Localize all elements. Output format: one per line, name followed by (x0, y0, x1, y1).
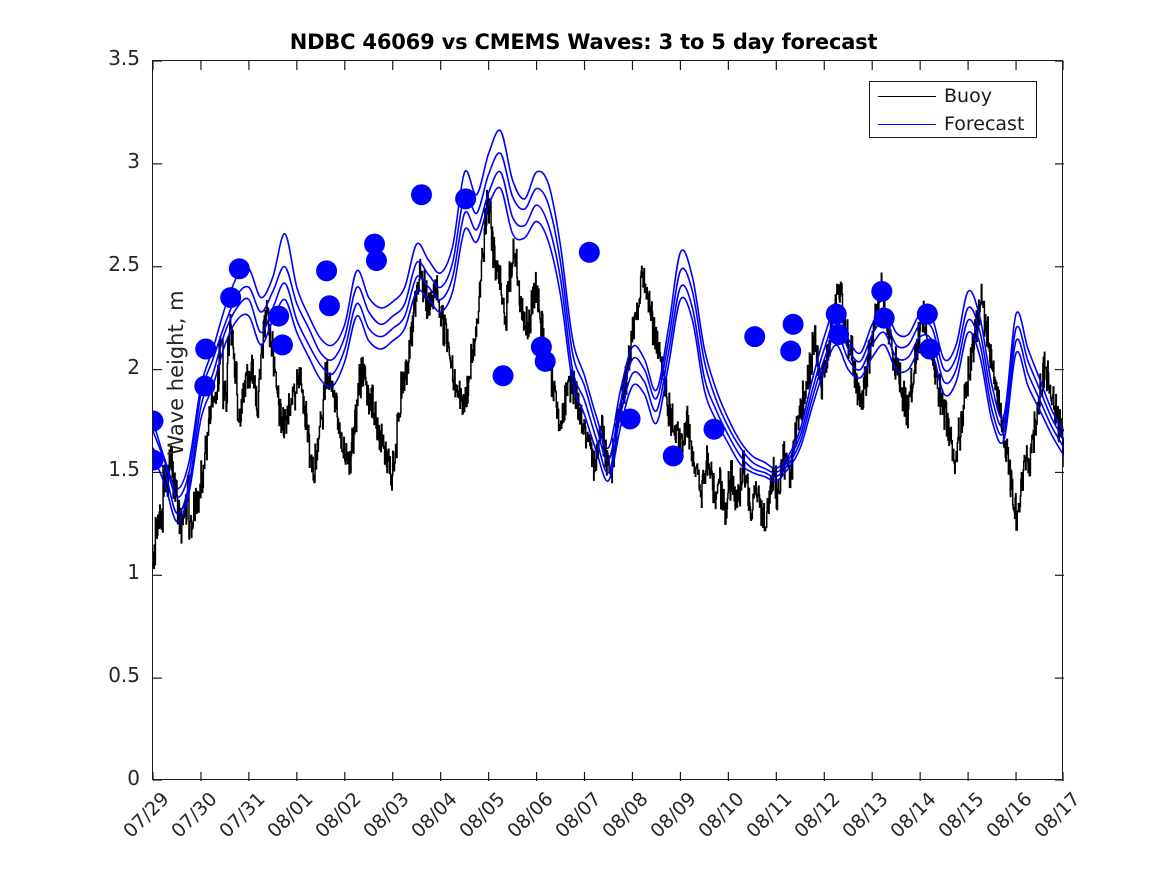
legend-label-buoy: Buoy (944, 84, 992, 107)
y-tick-label: 2 (127, 354, 140, 379)
series-buoy (153, 189, 1064, 569)
y-axis-label: Wave height, m (164, 290, 188, 456)
y-tick-label: 0.5 (108, 663, 140, 688)
y-tick-label: 1.5 (108, 457, 140, 482)
y-tick-label: 3 (127, 148, 140, 173)
legend: Buoy Forecast (869, 81, 1037, 138)
y-tick-label: 3.5 (108, 46, 140, 70)
legend-item-buoy: Buoy (870, 82, 1036, 110)
plot-area: Buoy Forecast Wave height, m (152, 60, 1064, 781)
y-tick-label: 2.5 (108, 251, 140, 276)
y-tick-label: 1 (127, 560, 140, 585)
plot-canvas (153, 61, 1064, 781)
forecast-markers (153, 184, 941, 471)
page-title: NDBC 46069 vs CMEMS Waves: 3 to 5 day fo… (289, 30, 878, 54)
series-forecast (153, 129, 1064, 523)
legend-line-icon-buoy (878, 95, 936, 97)
legend-line-icon-forecast (878, 123, 936, 125)
axis-ticks (153, 61, 1064, 781)
y-tick-label: 0 (127, 766, 140, 790)
legend-item-forecast: Forecast (870, 110, 1036, 138)
legend-label-forecast: Forecast (944, 112, 1025, 135)
